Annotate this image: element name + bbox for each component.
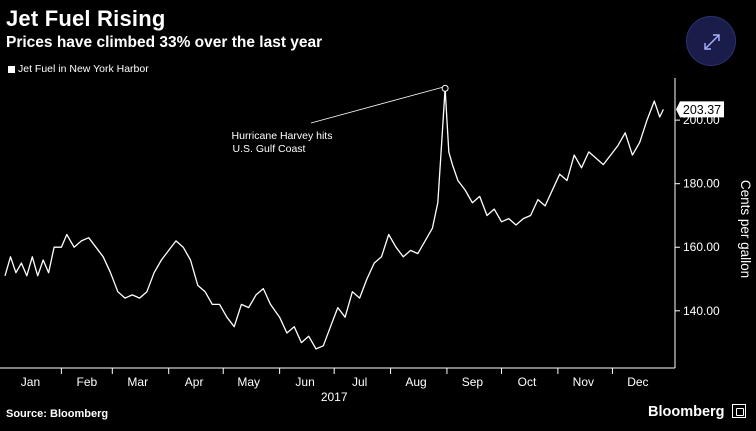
last-value-label: 203.37 (683, 103, 721, 117)
legend-label: Jet Fuel in New York Harbor (18, 63, 149, 75)
x-tick-label: Jan (21, 375, 40, 389)
x-tick-label: Dec (627, 375, 648, 389)
series-line (4, 87, 664, 350)
bloomberg-square-icon (732, 404, 746, 418)
legend: Jet Fuel in New York Harbor (8, 63, 149, 75)
annotation-text: Hurricane Harvey hits (232, 130, 333, 142)
y-tick-label: 180.00 (683, 177, 720, 191)
x-tick-label: Nov (573, 375, 594, 389)
expand-arrows-icon (704, 34, 720, 50)
y-axis-label: Cents per gallon (738, 180, 753, 278)
x-tick-label: Feb (76, 375, 97, 389)
expand-button[interactable] (686, 16, 736, 66)
x-tick-label: Mar (127, 375, 148, 389)
x-tick-label: Oct (518, 375, 537, 389)
x-tick-label: Jun (295, 375, 314, 389)
x-tick-label: Jul (352, 375, 367, 389)
x-tick-label: May (237, 375, 260, 389)
x-tick-label: Apr (185, 375, 204, 389)
y-tick-label: 140.00 (683, 304, 720, 318)
annotation-text: U.S. Gulf Coast (233, 143, 306, 155)
bloomberg-logo: Bloomberg (648, 404, 725, 420)
annotation-marker (441, 84, 449, 92)
x-tick-label: Sep (462, 375, 484, 389)
chart-title: Jet Fuel Rising (6, 6, 166, 31)
last-value-box (676, 101, 724, 118)
x-tick-label: Aug (405, 375, 426, 389)
source-note: Source: Bloomberg (6, 408, 109, 420)
x-axis-label: 2017 (321, 390, 348, 404)
annotation-leader (310, 86, 443, 124)
y-tick-label: 160.00 (683, 240, 720, 254)
legend-swatch (8, 65, 15, 73)
chart-subtitle: Prices have climbed 33% over the last ye… (6, 34, 323, 51)
